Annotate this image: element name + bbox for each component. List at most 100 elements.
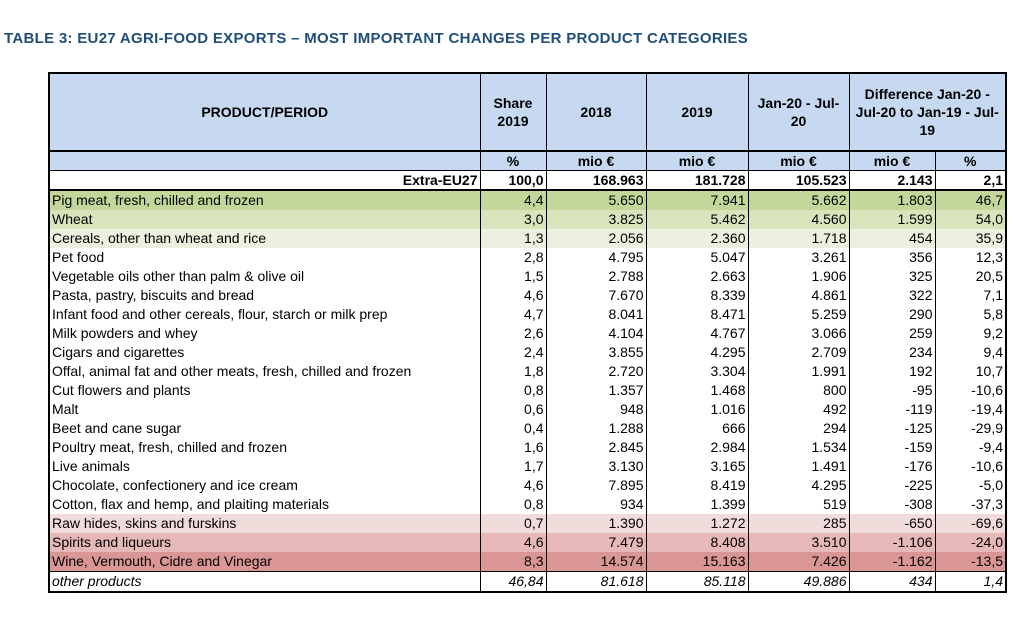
- cell: 259: [848, 324, 936, 343]
- cell: -37,3: [934, 495, 1007, 514]
- cell: 5.047: [645, 248, 749, 267]
- units-cell: %: [479, 150, 547, 171]
- cell: 0,8: [479, 495, 547, 514]
- cell: 81.618: [545, 571, 647, 592]
- column-header: Difference Jan-20 - Jul-20 to Jan-19 - J…: [848, 72, 1007, 152]
- cell: -10,6: [934, 457, 1007, 476]
- cell: 2,8: [479, 248, 547, 267]
- product-row: Cigars and cigarettes 2,4 3.855 4.295 2.709 2…: [48, 343, 1007, 362]
- cell: 7.479: [545, 533, 647, 552]
- cell: -13,5: [934, 552, 1007, 572]
- cell: 0,6: [479, 400, 547, 419]
- column-header: Jan-20 - Jul-20: [747, 72, 850, 152]
- cell: 3.066: [747, 324, 850, 343]
- cell: 666: [645, 419, 749, 438]
- cell: 5.259: [747, 305, 850, 324]
- cell: 1.599: [848, 210, 936, 229]
- cell: 4.295: [645, 343, 749, 362]
- cell: 35,9: [934, 229, 1007, 248]
- product-row: Cereals, other than wheat and rice 1,3 2.0…: [48, 229, 1007, 248]
- cell: 2.788: [545, 267, 647, 286]
- cell: -1.106: [848, 533, 936, 552]
- cell: 4.295: [747, 476, 850, 495]
- product-row: Pig meat, fresh, chilled and frozen 4,4 5.…: [48, 190, 1007, 210]
- column-header: 2019: [645, 72, 749, 152]
- cell: Wheat: [48, 210, 481, 229]
- cell: -29,9: [934, 419, 1007, 438]
- cell: 54,0: [934, 210, 1007, 229]
- cell: -24,0: [934, 533, 1007, 552]
- product-row: Cotton, flax and hemp, and plaiting mate…: [48, 495, 1007, 514]
- cell: 1,6: [479, 438, 547, 457]
- cell: other products: [48, 571, 481, 592]
- cell: 7.941: [645, 190, 749, 210]
- cell: 49.886: [747, 571, 850, 592]
- units-cell: %: [934, 150, 1007, 171]
- product-row: Spirits and liqueurs 4,6 7.479 8.408 3.510 -1…: [48, 533, 1007, 552]
- cell: 2,4: [479, 343, 547, 362]
- cell: 85.118: [645, 571, 749, 592]
- product-row: Vegetable oils other than palm & olive o…: [48, 267, 1007, 286]
- cell: 20,5: [934, 267, 1007, 286]
- cell: 1.390: [545, 514, 647, 533]
- cell: Chocolate, confectionery and ice cream: [48, 476, 481, 495]
- cell: 1.016: [645, 400, 749, 419]
- product-row: Cut flowers and plants 0,8 1.357 1.468 800 -9…: [48, 381, 1007, 400]
- units-cell: [48, 150, 481, 171]
- cell: 1,4: [934, 571, 1007, 592]
- cell: 1.906: [747, 267, 850, 286]
- cell: 2.056: [545, 229, 647, 248]
- cell: Cigars and cigarettes: [48, 343, 481, 362]
- product-row: Poultry meat, fresh, chilled and frozen 1…: [48, 438, 1007, 457]
- cell: 1.288: [545, 419, 647, 438]
- cell: 192: [848, 362, 936, 381]
- cell: 8.339: [645, 286, 749, 305]
- cell: 4,6: [479, 286, 547, 305]
- cell: 0,8: [479, 381, 547, 400]
- cell: 7.426: [747, 552, 850, 572]
- cell: -10,6: [934, 381, 1007, 400]
- cell: 2,6: [479, 324, 547, 343]
- cell: 5.662: [747, 190, 850, 210]
- cell: Vegetable oils other than palm & olive o…: [48, 267, 481, 286]
- column-header: PRODUCT/PERIOD: [48, 72, 481, 152]
- cell: -69,6: [934, 514, 1007, 533]
- cell: 7,1: [934, 286, 1007, 305]
- cell: 2.360: [645, 229, 749, 248]
- cell: 1.803: [848, 190, 936, 210]
- cell: 9,2: [934, 324, 1007, 343]
- cell: 4.767: [645, 324, 749, 343]
- cell: 1.272: [645, 514, 749, 533]
- cell: 519: [747, 495, 850, 514]
- cell: 7.670: [545, 286, 647, 305]
- cell: 15.163: [645, 552, 749, 572]
- cell: 14.574: [545, 552, 647, 572]
- other-row: other products 46,84 81.618 85.118 49.886 434…: [48, 571, 1007, 592]
- cell: Cereals, other than wheat and rice: [48, 229, 481, 248]
- cell: 3.261: [747, 248, 850, 267]
- cell: 2.663: [645, 267, 749, 286]
- cell: -19,4: [934, 400, 1007, 419]
- cell: Extra-EU27: [48, 170, 481, 191]
- cell: 0,4: [479, 419, 547, 438]
- cell: 800: [747, 381, 850, 400]
- cell: Spirits and liqueurs: [48, 533, 481, 552]
- cell: -9,4: [934, 438, 1007, 457]
- product-row: Raw hides, skins and furskins 0,7 1.390 1.2…: [48, 514, 1007, 533]
- cell: Pasta, pastry, biscuits and bread: [48, 286, 481, 305]
- cell: -308: [848, 495, 936, 514]
- cell: Beet and cane sugar: [48, 419, 481, 438]
- cell: -119: [848, 400, 936, 419]
- cell: Live animals: [48, 457, 481, 476]
- cell: Raw hides, skins and furskins: [48, 514, 481, 533]
- cell: 948: [545, 400, 647, 419]
- cell: 8.419: [645, 476, 749, 495]
- cell: 285: [747, 514, 850, 533]
- cell: 2,1: [934, 170, 1007, 191]
- cell: 3,0: [479, 210, 547, 229]
- cell: 8.471: [645, 305, 749, 324]
- cell: -1.162: [848, 552, 936, 572]
- table-title: TABLE 3: EU27 AGRI-FOOD EXPORTS – MOST I…: [4, 30, 749, 47]
- cell: 434: [848, 571, 936, 592]
- cell: 4,4: [479, 190, 547, 210]
